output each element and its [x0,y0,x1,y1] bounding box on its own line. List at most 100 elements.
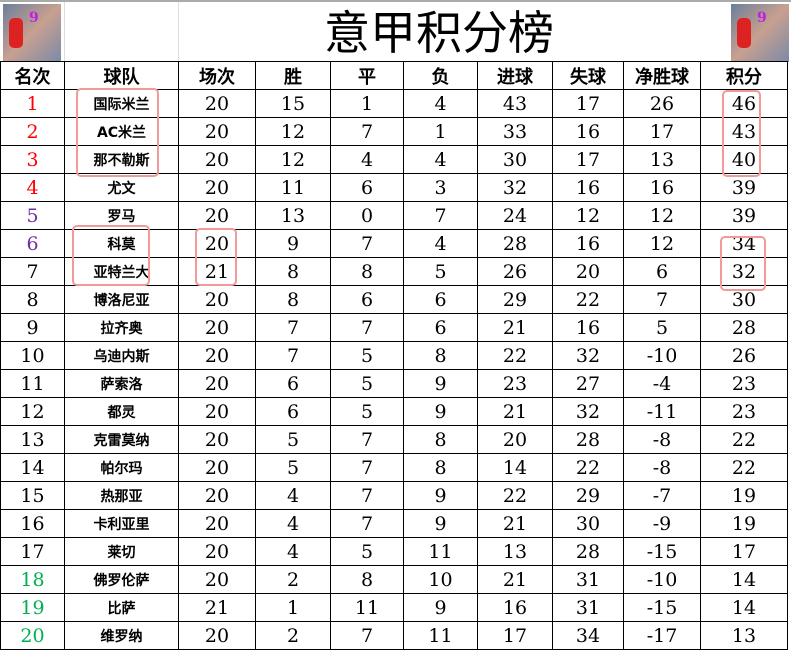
cell-goals-against: 12 [552,201,624,230]
header-row: 名次 球队 场次胜平负进球 失球 净胜球 积分 [0,61,788,90]
cell-team: 那不勒斯 [64,145,179,174]
highlight-box-played-6-7 [195,228,237,286]
cell-rank: 7 [0,257,65,286]
cell-drawn: 7 [330,453,404,482]
cell-goals-for: 32 [477,173,553,202]
cell-lost: 4 [403,229,478,258]
cell-lost: 11 [403,537,478,566]
cell-played: 20 [178,481,256,510]
cell-goal-diff: 13 [623,145,701,174]
cell-goals-against: 16 [552,173,624,202]
table-row: 15 热那亚 20 4 7 9 22 29 -7 19 [0,481,788,510]
cell-lost: 4 [403,145,478,174]
cell-goals-for: 23 [477,369,553,398]
cell-played: 20 [178,565,256,594]
cell-goals-against: 32 [552,341,624,370]
table-row: 16 卡利亚里 20 4 7 9 21 30 -9 19 [0,509,788,538]
cell-lost: 8 [403,341,478,370]
cell-goals-for: 13 [477,537,553,566]
header-won: 胜 [255,61,331,90]
cell-goals-for: 14 [477,453,553,482]
cell-rank: 1 [0,89,65,118]
cell-lost: 8 [403,453,478,482]
gridline [64,2,65,64]
cell-played: 20 [178,145,256,174]
table-row: 3 那不勒斯 20 12 4 4 30 17 13 40 [0,145,788,174]
cell-goals-against: 17 [552,145,624,174]
cell-won: 12 [255,145,331,174]
cell-points: 40 [700,145,788,174]
cell-won: 7 [255,341,331,370]
cell-points: 22 [700,453,788,482]
logo-image-right: 9 [731,4,789,62]
cell-played: 20 [178,369,256,398]
cell-goal-diff: 16 [623,173,701,202]
table-row: 14 帕尔玛 20 5 7 8 14 22 -8 22 [0,453,788,482]
cell-points: 19 [700,481,788,510]
cell-rank: 10 [0,341,65,370]
cell-rank: 15 [0,481,65,510]
cell-goals-for: 33 [477,117,553,146]
cell-won: 5 [255,425,331,454]
cell-points: 34 [700,229,788,258]
cell-won: 2 [255,565,331,594]
cell-goals-for: 17 [477,621,553,650]
highlight-box-top3-teams [76,88,159,177]
cell-goals-against: 20 [552,257,624,286]
header-goals-for: 进球 [477,61,553,90]
cell-drawn: 7 [330,621,404,650]
cell-goals-for: 21 [477,313,553,342]
cell-goal-diff: -8 [623,425,701,454]
cell-goals-for: 22 [477,481,553,510]
cell-goal-diff: -15 [623,593,701,622]
cell-points: 22 [700,425,788,454]
table-row: 9 拉齐奥 20 7 7 6 21 16 5 28 [0,313,788,342]
table-row: 5 罗马 20 13 0 7 24 12 12 39 [0,201,788,230]
cell-points: 23 [700,397,788,426]
cell-team: 国际米兰 [64,89,179,118]
cell-drawn: 6 [330,173,404,202]
cell-played: 20 [178,509,256,538]
cell-drawn: 1 [330,89,404,118]
table-row: 8 博洛尼亚 20 8 6 6 29 22 7 30 [0,285,788,314]
cell-team: 维罗纳 [64,621,179,650]
cell-goal-diff: -10 [623,565,701,594]
cell-lost: 6 [403,313,478,342]
cell-goals-against: 22 [552,453,624,482]
cell-played: 21 [178,593,256,622]
cell-lost: 7 [403,201,478,230]
cell-goal-diff: -17 [623,621,701,650]
cell-drawn: 8 [330,257,404,286]
cell-lost: 4 [403,89,478,118]
cell-goals-against: 16 [552,313,624,342]
cell-lost: 9 [403,593,478,622]
table-row: 13 克雷莫纳 20 5 7 8 20 28 -8 22 [0,425,788,454]
cell-played: 20 [178,285,256,314]
table-row: 18 佛罗伦萨 20 2 8 10 21 31 -10 14 [0,565,788,594]
cell-points: 32 [700,257,788,286]
cell-played: 20 [178,117,256,146]
cell-points: 28 [700,313,788,342]
cell-won: 4 [255,537,331,566]
cell-team: 博洛尼亚 [64,285,179,314]
cell-goals-against: 16 [552,117,624,146]
table-row: 10 乌迪内斯 20 7 5 8 22 32 -10 26 [0,341,788,370]
cell-drawn: 0 [330,201,404,230]
cell-goals-for: 43 [477,89,553,118]
cell-drawn: 5 [330,369,404,398]
cell-team: 亚特兰大 [64,257,179,286]
cell-goals-for: 21 [477,509,553,538]
cell-goals-against: 17 [552,89,624,118]
table-row: 11 萨索洛 20 6 5 9 23 27 -4 23 [0,369,788,398]
cell-rank: 12 [0,397,65,426]
cell-played: 20 [178,453,256,482]
cell-played: 20 [178,621,256,650]
header-team: 球队 [64,61,179,90]
cell-goals-against: 31 [552,565,624,594]
cell-team: 拉齐奥 [64,313,179,342]
cell-goals-against: 27 [552,369,624,398]
cell-goals-for: 22 [477,341,553,370]
cell-goals-for: 21 [477,397,553,426]
cell-won: 4 [255,509,331,538]
